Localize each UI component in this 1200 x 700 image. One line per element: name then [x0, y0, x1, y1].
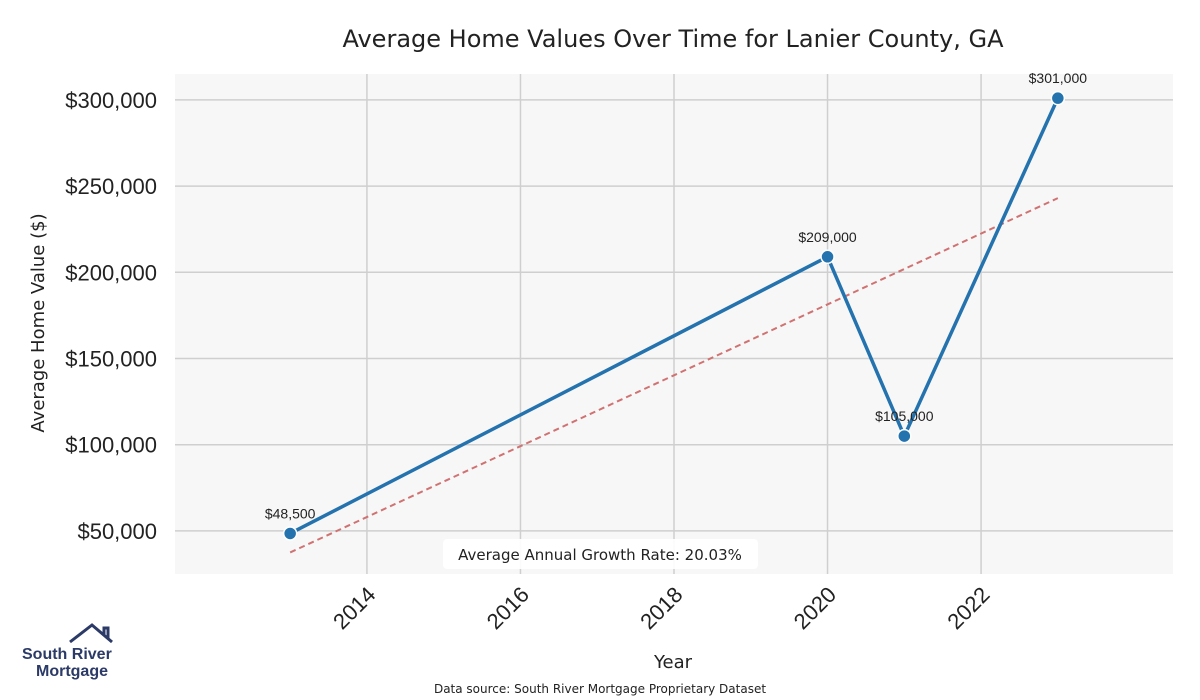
data-point: [897, 428, 912, 444]
annotation-text: Average Annual Growth Rate: 20.03%: [458, 546, 742, 564]
y-tick-label: $100,000: [65, 433, 157, 458]
x-tick-label: 2020: [789, 582, 841, 634]
series-line: [289, 97, 1060, 536]
x-tick-label: 2022: [942, 582, 994, 634]
x-tick-label: 2018: [635, 582, 687, 634]
y-tick-label: $250,000: [65, 174, 157, 199]
data-label: $105,000: [875, 408, 934, 424]
y-tick-label: $300,000: [65, 88, 157, 113]
grid: [175, 74, 1173, 574]
x-axis-label: Year: [653, 652, 693, 673]
data-point: [1050, 90, 1066, 106]
y-axis-label: Average Home Value ($): [28, 213, 49, 432]
data-label: $209,000: [798, 229, 857, 245]
annotation-box: [443, 539, 758, 569]
chart-title: Average Home Values Over Time for Lanier…: [342, 25, 1004, 53]
data-label: $301,000: [1029, 70, 1088, 86]
data-point: [282, 526, 298, 541]
house-icon: [69, 623, 113, 644]
logo: South River Mortgage: [22, 623, 113, 680]
data-source: Data source: South River Mortgage Propri…: [434, 682, 766, 696]
logo-line1: South River: [22, 646, 112, 663]
x-tick-label: 2014: [328, 582, 380, 634]
logo-line2: Mortgage: [36, 663, 108, 680]
y-tick-label: $50,000: [77, 519, 157, 544]
trendline-path: [289, 197, 1059, 554]
x-tick-label: 2016: [482, 582, 534, 634]
y-tick-label: $150,000: [65, 346, 157, 371]
y-tick-label: $200,000: [65, 260, 157, 285]
series: $48,500 $209,000 $105,000 $301,000: [265, 70, 1088, 541]
data-point: [820, 249, 835, 265]
trendline: [289, 197, 1059, 554]
data-label: $48,500: [265, 505, 316, 521]
growth-rate-annotation: Average Annual Growth Rate: 20.03%: [443, 539, 758, 569]
